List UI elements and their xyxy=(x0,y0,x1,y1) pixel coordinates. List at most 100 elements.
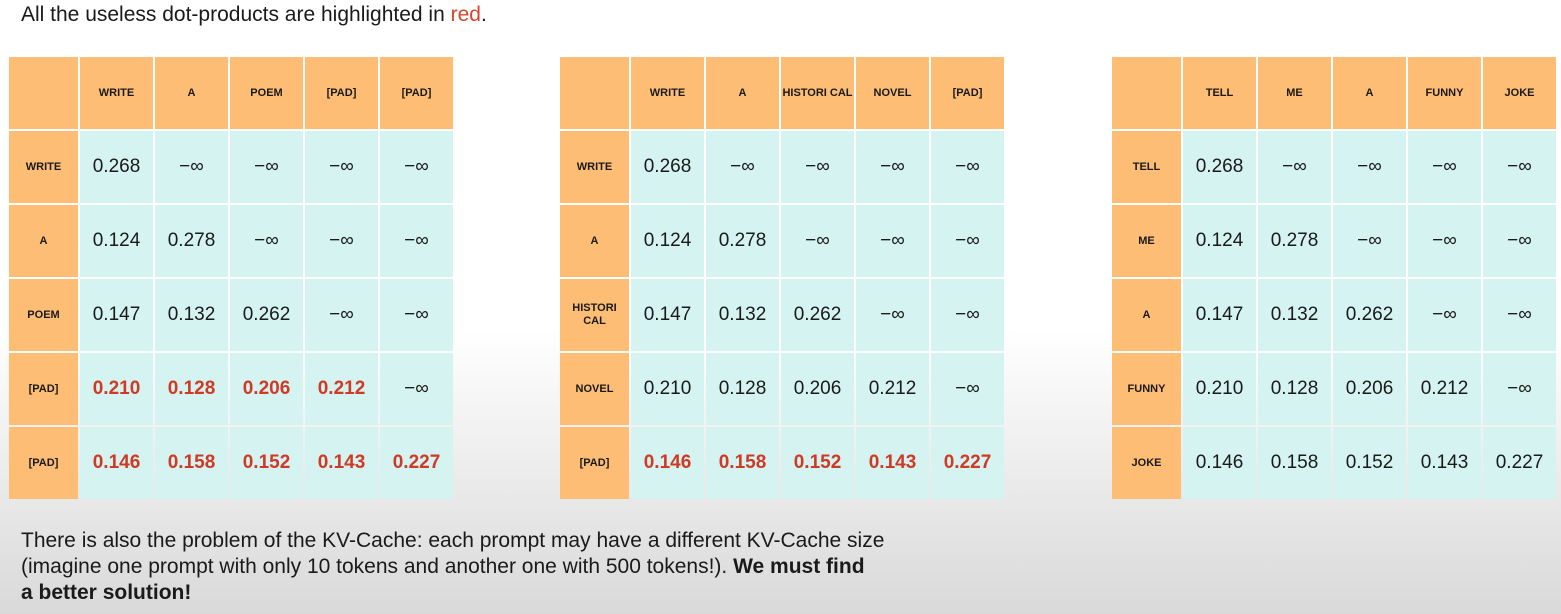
matrix-row: POEM 0.147 0.132 0.262 −∞ −∞ xyxy=(9,279,453,351)
dot-product-cell: −∞ xyxy=(1483,353,1556,425)
row-header: JOKE xyxy=(1112,427,1181,499)
matrix-row: HISTORI CAL 0.147 0.132 0.262 −∞ −∞ xyxy=(560,279,1004,351)
dot-product-cell: −∞ xyxy=(856,131,929,203)
dot-product-cell: −∞ xyxy=(931,279,1004,351)
note-line-2: (imagine one prompt with only 10 tokens … xyxy=(21,555,734,578)
attention-matrix-1: WRITE A POEM [PAD] [PAD] WRITE 0.268 −∞ −∞ −∞ −∞ A 0… xyxy=(7,55,455,501)
row-header: NOVEL xyxy=(560,353,629,425)
dot-product-cell-highlighted: 0.146 xyxy=(631,427,704,499)
row-header: [PAD] xyxy=(560,427,629,499)
dot-product-cell: 0.124 xyxy=(1183,205,1256,277)
dot-product-cell: 0.268 xyxy=(631,131,704,203)
dot-product-cell-highlighted: 0.152 xyxy=(230,427,303,499)
dot-product-cell: 0.132 xyxy=(155,279,228,351)
dot-product-cell: 0.278 xyxy=(706,205,779,277)
matrix-row: [PAD] 0.146 0.158 0.152 0.143 0.227 xyxy=(9,427,453,499)
column-header: WRITE xyxy=(631,57,704,129)
dot-product-cell-highlighted: 0.158 xyxy=(155,427,228,499)
slide-title: All the useless dot-products are highlig… xyxy=(21,2,487,28)
dot-product-cell: 0.212 xyxy=(1408,353,1481,425)
matrix-row: WRITE 0.268 −∞ −∞ −∞ −∞ xyxy=(560,131,1004,203)
dot-product-cell: −∞ xyxy=(155,131,228,203)
dot-product-cell-highlighted: 0.212 xyxy=(305,353,378,425)
dot-product-cell: −∞ xyxy=(305,131,378,203)
dot-product-cell-highlighted: 0.158 xyxy=(706,427,779,499)
column-header: [PAD] xyxy=(305,57,378,129)
row-header: A xyxy=(9,205,78,277)
dot-product-cell: −∞ xyxy=(931,131,1004,203)
dot-product-cell-highlighted: 0.206 xyxy=(230,353,303,425)
dot-product-cell: −∞ xyxy=(781,205,854,277)
row-header: WRITE xyxy=(560,131,629,203)
dot-product-cell: 0.124 xyxy=(80,205,153,277)
dot-product-cell: 0.128 xyxy=(706,353,779,425)
dot-product-cell: 0.158 xyxy=(1258,427,1331,499)
row-header: HISTORI CAL xyxy=(560,279,629,351)
dot-product-cell-highlighted: 0.210 xyxy=(80,353,153,425)
dot-product-cell: −∞ xyxy=(380,353,453,425)
dot-product-cell: 0.278 xyxy=(1258,205,1331,277)
dot-product-cell: −∞ xyxy=(305,205,378,277)
dot-product-cell: 0.132 xyxy=(706,279,779,351)
dot-product-cell: 0.210 xyxy=(631,353,704,425)
dot-product-cell: 0.268 xyxy=(1183,131,1256,203)
note-line-1: There is also the problem of the KV-Cach… xyxy=(21,529,885,552)
column-header: TELL xyxy=(1183,57,1256,129)
matrix-row: [PAD] 0.146 0.158 0.152 0.143 0.227 xyxy=(560,427,1004,499)
corner-cell xyxy=(1112,57,1181,129)
note-bold-1: We must find xyxy=(733,555,865,578)
row-header: TELL xyxy=(1112,131,1181,203)
column-header: A xyxy=(1333,57,1406,129)
dot-product-cell-highlighted: 0.152 xyxy=(781,427,854,499)
row-header: POEM xyxy=(9,279,78,351)
matrix-row: [PAD] 0.210 0.128 0.206 0.212 −∞ xyxy=(9,353,453,425)
matrix-row: A 0.124 0.278 −∞ −∞ −∞ xyxy=(9,205,453,277)
matrix-row: NOVEL 0.210 0.128 0.206 0.212 −∞ xyxy=(560,353,1004,425)
matrix-row: A 0.147 0.132 0.262 −∞ −∞ xyxy=(1112,279,1556,351)
column-header: POEM xyxy=(230,57,303,129)
column-header: WRITE xyxy=(80,57,153,129)
dot-product-cell: 0.212 xyxy=(856,353,929,425)
dot-product-cell: 0.210 xyxy=(1183,353,1256,425)
title-prefix: All the useless dot-products are highlig… xyxy=(21,3,451,26)
corner-cell xyxy=(9,57,78,129)
dot-product-cell: 0.206 xyxy=(781,353,854,425)
dot-product-cell: 0.128 xyxy=(1258,353,1331,425)
dot-product-cell: 0.262 xyxy=(1333,279,1406,351)
dot-product-cell: 0.262 xyxy=(781,279,854,351)
dot-product-cell-highlighted: 0.128 xyxy=(155,353,228,425)
header-row: WRITE A POEM [PAD] [PAD] xyxy=(9,57,453,129)
dot-product-cell: −∞ xyxy=(1333,131,1406,203)
dot-product-cell: 0.147 xyxy=(80,279,153,351)
dot-product-cell: 0.206 xyxy=(1333,353,1406,425)
dot-product-cell: −∞ xyxy=(931,205,1004,277)
dot-product-cell: −∞ xyxy=(380,131,453,203)
dot-product-cell: 0.278 xyxy=(155,205,228,277)
dot-product-cell: −∞ xyxy=(856,279,929,351)
row-header: ME xyxy=(1112,205,1181,277)
header-row: WRITE A HISTORI CAL NOVEL [PAD] xyxy=(560,57,1004,129)
dot-product-cell-highlighted: 0.143 xyxy=(856,427,929,499)
dot-product-cell-highlighted: 0.143 xyxy=(305,427,378,499)
attention-matrix-2: WRITE A HISTORI CAL NOVEL [PAD] WRITE 0.268 −∞ −… xyxy=(558,55,1006,501)
dot-product-cell: −∞ xyxy=(1258,131,1331,203)
column-header: A xyxy=(155,57,228,129)
dot-product-cell: 0.147 xyxy=(631,279,704,351)
dot-product-cell: −∞ xyxy=(1408,279,1481,351)
kv-cache-note: There is also the problem of the KV-Cach… xyxy=(21,528,961,606)
row-header: A xyxy=(1112,279,1181,351)
dot-product-cell: −∞ xyxy=(380,279,453,351)
dot-product-cell: −∞ xyxy=(1408,205,1481,277)
dot-product-cell: −∞ xyxy=(856,205,929,277)
dot-product-cell: −∞ xyxy=(1483,205,1556,277)
dot-product-cell: −∞ xyxy=(1333,205,1406,277)
matrix-row: TELL 0.268 −∞ −∞ −∞ −∞ xyxy=(1112,131,1556,203)
row-header: [PAD] xyxy=(9,427,78,499)
row-header: A xyxy=(560,205,629,277)
column-header: HISTORI CAL xyxy=(781,57,854,129)
title-suffix: . xyxy=(480,3,487,26)
dot-product-cell: 0.227 xyxy=(1483,427,1556,499)
dot-product-cell: −∞ xyxy=(305,279,378,351)
dot-product-cell: −∞ xyxy=(1483,131,1556,203)
column-header: NOVEL xyxy=(856,57,929,129)
